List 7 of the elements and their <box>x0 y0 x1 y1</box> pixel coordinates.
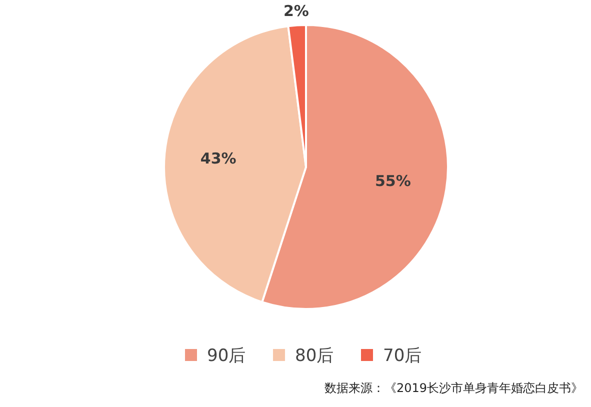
legend-label: 70后 <box>383 346 422 366</box>
data-label: 55% <box>375 172 411 190</box>
legend-label: 80后 <box>295 346 334 366</box>
data-label: 43% <box>200 150 236 168</box>
data-label: 2% <box>283 2 309 20</box>
source-note: 数据来源：《2019长沙市单身青年婚恋白皮书》 <box>324 381 583 395</box>
legend-label: 90后 <box>207 346 246 366</box>
